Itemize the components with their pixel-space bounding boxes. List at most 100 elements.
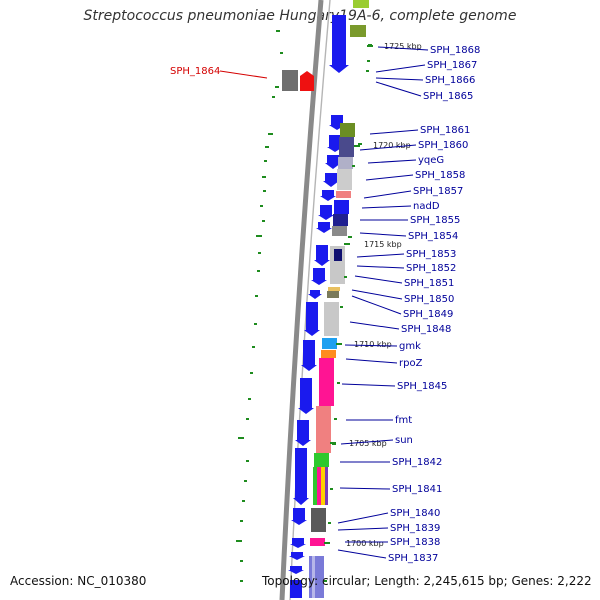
- tick-label: 1720 kbp: [373, 141, 411, 150]
- tick-mark: [324, 542, 330, 544]
- gc-skew-mark: [328, 522, 331, 524]
- leader-line: [351, 289, 403, 300]
- gene-label: SPH_1868: [430, 45, 480, 56]
- gc-skew-mark: [255, 295, 258, 297]
- gc-skew-mark: [260, 205, 263, 207]
- tick-label: 1705 kbp: [349, 439, 387, 448]
- gene-label: SPH_1851: [404, 278, 454, 289]
- gc-skew-mark: [337, 382, 340, 384]
- gc-skew-mark: [263, 190, 266, 192]
- gene-label: sun: [395, 435, 413, 446]
- gc-skew-mark: [272, 96, 275, 98]
- accession-text: Accession: NC_010380: [10, 574, 147, 588]
- gc-skew-mark: [244, 480, 247, 482]
- gene-label: gmk: [399, 341, 421, 352]
- gc-skew-mark: [238, 437, 244, 439]
- gene-label: SPH_1861: [420, 125, 470, 136]
- gene-label: nadD: [413, 201, 440, 212]
- leader-line: [219, 70, 268, 79]
- leader-line: [375, 81, 422, 97]
- backbone-inner: [279, 0, 324, 600]
- gc-skew-mark: [246, 418, 249, 420]
- leader-line: [341, 383, 396, 387]
- tick-mark: [354, 145, 360, 147]
- gc-skew-mark: [348, 236, 352, 238]
- gc-skew-mark: [268, 133, 273, 135]
- gc-skew-mark: [330, 488, 333, 490]
- gc-skew-mark: [265, 146, 269, 148]
- gene-label: SPH_1842: [392, 457, 442, 468]
- gene-label: SPH_1840: [390, 508, 440, 519]
- gene-label: SPH_1838: [390, 537, 440, 548]
- leader-line: [344, 344, 398, 347]
- gene-label: SPH_1837: [388, 553, 438, 564]
- gene-label: SPH_1860: [418, 140, 468, 151]
- gene-label: SPH_1849: [403, 309, 453, 320]
- gc-skew-mark: [240, 560, 243, 562]
- gc-skew-mark: [366, 70, 369, 72]
- position-ticks: 1725 kbp 1720 kbp 1715 kbp 1710 kbp 1705 kbp…: [324, 42, 422, 548]
- category-track: [309, 0, 369, 598]
- gc-skew-mark: [240, 520, 243, 522]
- gc-skew-mark: [246, 460, 249, 462]
- leader-line: [345, 358, 398, 364]
- gene-label: fmt: [395, 415, 412, 426]
- leader-line: [349, 321, 400, 330]
- leader-line: [359, 144, 417, 151]
- gene-label: SPH_1865: [423, 91, 473, 102]
- gene-track-reverse: [288, 15, 349, 598]
- gene-label: SPH_1839: [390, 523, 440, 534]
- leader-line: [375, 77, 424, 81]
- gc-skew-mark: [276, 30, 280, 32]
- gc-skew-mark: [334, 418, 337, 420]
- gene-label: SPH_1850: [404, 294, 454, 305]
- leader-line: [354, 275, 403, 284]
- leader-line: [356, 253, 405, 258]
- tick-mark: [344, 243, 350, 245]
- gc-skew-mark: [324, 580, 327, 582]
- tick-label: 1700 kbp: [346, 539, 384, 548]
- gc-skew-mark: [252, 346, 255, 348]
- gene-label: SPH_1852: [406, 263, 456, 274]
- tick-label: 1725 kbp: [384, 42, 422, 51]
- gc-skew-mark: [352, 165, 355, 167]
- leader-line: [340, 439, 394, 445]
- tick-mark: [367, 45, 373, 47]
- gc-skew-mark: [248, 398, 251, 400]
- gc-skew-mark: [240, 580, 243, 582]
- gene-label: SPH_1867: [427, 60, 477, 71]
- gene-label: rpoZ: [399, 358, 423, 369]
- topology-text: Topology: circular; Length: 2,245,615 bp…: [262, 574, 592, 588]
- tick-label: 1715 kbp: [364, 240, 402, 249]
- leader-line: [351, 295, 402, 315]
- leader-line: [337, 549, 387, 559]
- leader-line: [337, 527, 389, 531]
- gc-skew-mark: [257, 270, 260, 272]
- gc-skew-mark: [344, 276, 347, 278]
- gene-labels: SPH_1868 SPH_1867 SPH_1866 SPH_1865 SPH_1864…: [170, 45, 480, 564]
- gc-skew-mark: [262, 220, 265, 222]
- gc-skew-mark: [250, 372, 253, 374]
- gene-label: SPH_1857: [413, 186, 463, 197]
- gc-skew-mark: [280, 52, 283, 54]
- gc-skew-mark: [340, 306, 343, 308]
- gc-skew-mark: [236, 540, 242, 542]
- gc-skew-mark: [367, 60, 370, 62]
- gene-label: SPH_1845: [397, 381, 447, 392]
- gc-skew-mark: [358, 143, 362, 145]
- gc-skew-mark: [262, 176, 266, 178]
- leader-line: [339, 487, 391, 490]
- gene-label: SPH_1855: [410, 215, 460, 226]
- gene-label: SPH_1858: [415, 170, 465, 181]
- leader-line: [356, 265, 405, 269]
- tick-mark: [336, 343, 342, 345]
- gene-label: SPH_1853: [406, 249, 456, 260]
- tick-mark: [330, 442, 336, 444]
- gene-sph-1864: [282, 70, 314, 91]
- tick-label: 1710 kbp: [354, 340, 392, 349]
- gene-label: yqeG: [418, 155, 444, 166]
- leader-line: [365, 174, 414, 181]
- leader-line: [361, 205, 412, 209]
